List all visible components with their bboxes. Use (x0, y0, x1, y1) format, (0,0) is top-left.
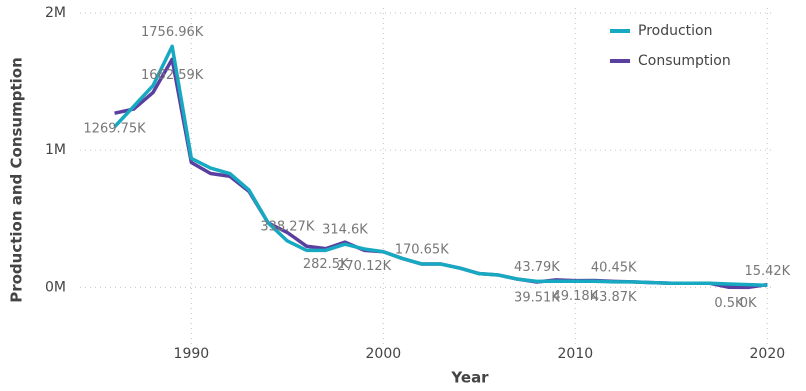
data-label: 40.45K (591, 260, 637, 275)
legend-label: Consumption (638, 53, 731, 69)
data-label: 0.5K (714, 296, 744, 311)
x-tick-label: 2010 (558, 346, 594, 362)
data-label: 282.5K (303, 257, 349, 272)
data-label: 39.51K (514, 290, 560, 305)
data-label: 170.65K (395, 242, 449, 257)
data-label: 314.6K (322, 223, 368, 238)
legend-label: Production (638, 23, 712, 39)
x-tick-label: 2020 (750, 346, 786, 362)
data-label: 1756.96K (141, 25, 204, 40)
data-label: 49.18K (552, 289, 598, 304)
data-label: 1269.75K (83, 122, 146, 137)
series-line (113, 44, 768, 288)
x-tick-label: 2000 (366, 346, 402, 362)
data-label: 270.12K (337, 259, 391, 274)
data-label: 0K (740, 296, 757, 311)
data-label: 43.87K (591, 290, 637, 305)
data-label: 43.79K (514, 260, 560, 275)
y-tick-label: 0M (45, 279, 66, 295)
data-label: 338.27K (260, 219, 314, 234)
y-axis-title: Production and Consumption (8, 57, 26, 303)
y-tick-label: 1M (45, 142, 66, 158)
x-tick-label: 1990 (174, 346, 210, 362)
y-tick-label: 2M (45, 5, 66, 21)
data-label: 15.42K (744, 264, 790, 279)
data-label: 1662.59K (141, 68, 204, 83)
x-axis-title: Year (450, 369, 489, 387)
